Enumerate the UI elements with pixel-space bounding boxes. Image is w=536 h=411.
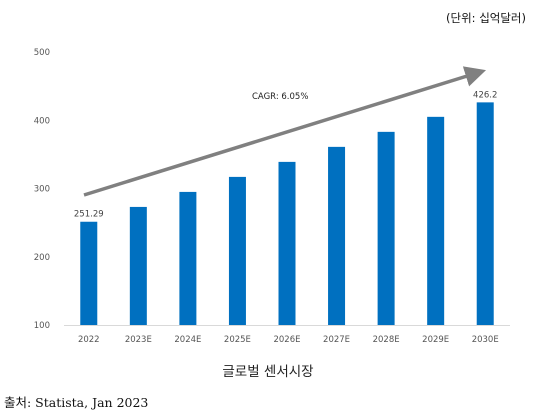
bar-chart: 100 200 300 400 500 2022 2023E 2024E 2025E 2026E…	[34, 48, 510, 345]
data-labels-group: 251.29 426.2	[74, 90, 497, 219]
y-axis: 100 200 300 400 500	[34, 48, 50, 331]
data-label: 251.29	[74, 210, 104, 220]
trend-arrow	[83, 66, 487, 197]
x-tick-label: 2022	[78, 335, 100, 345]
unit-label: (단위: 십억달러)	[446, 11, 526, 25]
bar	[80, 221, 98, 325]
source-label: 출처: Statista, Jan 2023	[4, 395, 149, 410]
y-tick-label: 200	[34, 253, 50, 263]
y-tick-label: 300	[34, 185, 50, 195]
bar	[476, 102, 494, 325]
x-tick-label: 2028E	[373, 335, 400, 345]
trend-annotation: CAGR: 6.05%	[83, 66, 487, 197]
bar	[278, 161, 296, 325]
x-tick-label: 2029E	[422, 335, 449, 345]
x-tick-label: 2027E	[323, 335, 350, 345]
bar	[328, 146, 346, 325]
x-tick-label: 2024E	[174, 335, 201, 345]
x-tick-label: 2023E	[125, 335, 152, 345]
bar	[228, 176, 246, 325]
cagr-annotation: CAGR: 6.05%	[252, 92, 308, 102]
x-tick-label: 2025E	[224, 335, 251, 345]
bars-group	[80, 102, 494, 326]
x-tick-label: 2026E	[273, 335, 300, 345]
bar	[179, 191, 197, 325]
chart-caption: 글로벌 센서시장	[222, 364, 314, 380]
bar	[377, 131, 395, 325]
y-tick-label: 100	[34, 321, 50, 331]
x-tick-label: 2030E	[472, 335, 499, 345]
data-label: 426.2	[473, 90, 497, 100]
x-axis: 2022 2023E 2024E 2025E 2026E 2027E 2028E 2029E 2…	[64, 325, 510, 345]
y-tick-label: 500	[34, 48, 50, 58]
bar	[427, 116, 445, 326]
y-tick-label: 400	[34, 116, 50, 126]
bar	[129, 206, 147, 325]
